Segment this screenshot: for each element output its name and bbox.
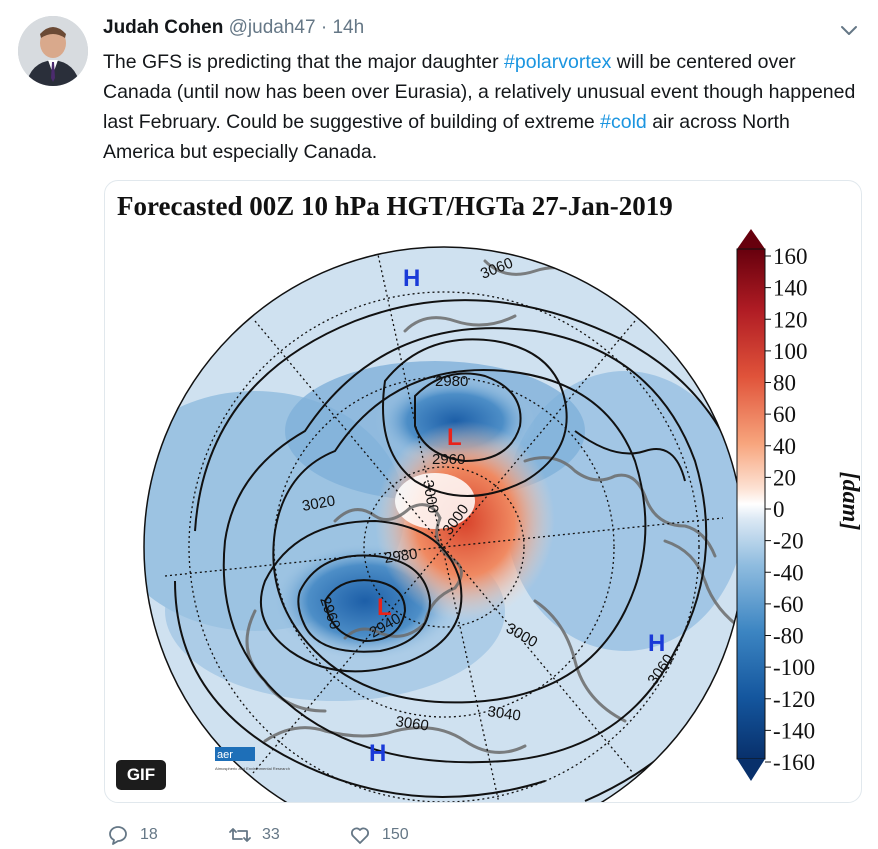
like-button[interactable]: 150	[348, 823, 409, 847]
high-pressure-marker: H	[403, 265, 420, 292]
colorbar-tick-label: 40	[773, 434, 796, 459]
colorbar-tick-label: 100	[773, 339, 808, 364]
forecast-map-image: Forecasted 00Z 10 hPa HGT/HGTa 27-Jan-20…	[117, 191, 861, 802]
avatar-image	[18, 16, 88, 86]
colorbar-tick-label: 20	[773, 465, 796, 490]
retweet-count: 33	[262, 826, 280, 843]
contour-label: 3000	[419, 479, 442, 515]
author-name[interactable]: Judah Cohen	[103, 17, 224, 38]
colorbar-tick-label: -60	[773, 592, 804, 617]
colorbar-tick-label: 160	[773, 244, 808, 269]
contour-label: 3040	[486, 703, 521, 724]
gif-badge[interactable]: GIF	[116, 760, 166, 790]
colorbar-tick-label: -120	[773, 687, 815, 712]
colorbar-unit: [dam]	[837, 472, 861, 531]
high-pressure-marker: H	[648, 630, 665, 657]
hashtag-cold[interactable]: #cold	[600, 111, 647, 133]
reply-count: 18	[140, 826, 158, 843]
meta-separator: ·	[320, 17, 328, 38]
colorbar-tick-label: -20	[773, 529, 804, 554]
author-handle[interactable]: @judah47	[228, 17, 316, 38]
map-title: Forecasted 00Z 10 hPa HGT/HGTa 27-Jan-20…	[117, 191, 673, 221]
heart-icon	[351, 827, 369, 844]
media-card[interactable]: Forecasted 00Z 10 hPa HGT/HGTa 27-Jan-20…	[104, 180, 862, 803]
more-options-button[interactable]	[838, 20, 860, 42]
tweet-text-part: will be centered over Canada (until now …	[103, 51, 856, 133]
colorbar-tick-label: 0	[773, 497, 785, 522]
colorbar-tick-label: -100	[773, 655, 815, 680]
avatar[interactable]	[18, 16, 88, 86]
reply-button[interactable]: 18	[106, 823, 158, 847]
like-count: 150	[382, 826, 409, 843]
colorbar: 160 140 120 100 80 60 40 20 0 -20 -40 -60 -80 -100 -12…	[736, 229, 861, 781]
tweet-time[interactable]: 14h	[332, 17, 365, 38]
tweet-text-part: The GFS is predicting that the major dau…	[103, 51, 505, 73]
aer-logo: aer Atmospheric and Environmental Resear…	[215, 747, 290, 771]
logo-subtext: Atmospheric and Environmental Research	[215, 766, 290, 771]
tweet-text-part: air across North America but especially …	[103, 111, 790, 163]
tweet-text: The GFS is predicting that the major dau…	[103, 47, 863, 167]
high-pressure-marker: H	[369, 740, 386, 767]
colorbar-tick-label: 80	[773, 371, 796, 396]
colorbar-tick-label: 140	[773, 276, 808, 301]
contour-label: 2960	[432, 451, 465, 468]
colorbar-tick-label: 60	[773, 402, 796, 427]
contour-label: 2980	[383, 545, 418, 566]
retweet-icon	[229, 828, 251, 842]
hashtag-polarvortex[interactable]: #polarvortex	[504, 51, 612, 73]
colorbar-tick-label: -40	[773, 560, 804, 585]
low-pressure-marker: L	[447, 424, 462, 451]
colorbar-tick-label: -140	[773, 718, 815, 743]
colorbar-tick-label: 120	[773, 307, 808, 332]
logo-text: aer	[217, 749, 233, 761]
colorbar-tick-label: -160	[773, 750, 815, 775]
reply-icon	[109, 826, 127, 845]
contour-label: 3060	[394, 713, 429, 734]
colorbar-tick-label: -80	[773, 624, 804, 649]
low-pressure-marker: L	[377, 594, 392, 621]
contour-label: 2980	[435, 373, 468, 390]
chevron-down-icon	[841, 26, 857, 35]
contour-label: 3020	[301, 492, 337, 515]
tweet-header: Judah Cohen @judah47 · 14h	[103, 17, 364, 39]
retweet-button[interactable]: 33	[228, 823, 280, 847]
